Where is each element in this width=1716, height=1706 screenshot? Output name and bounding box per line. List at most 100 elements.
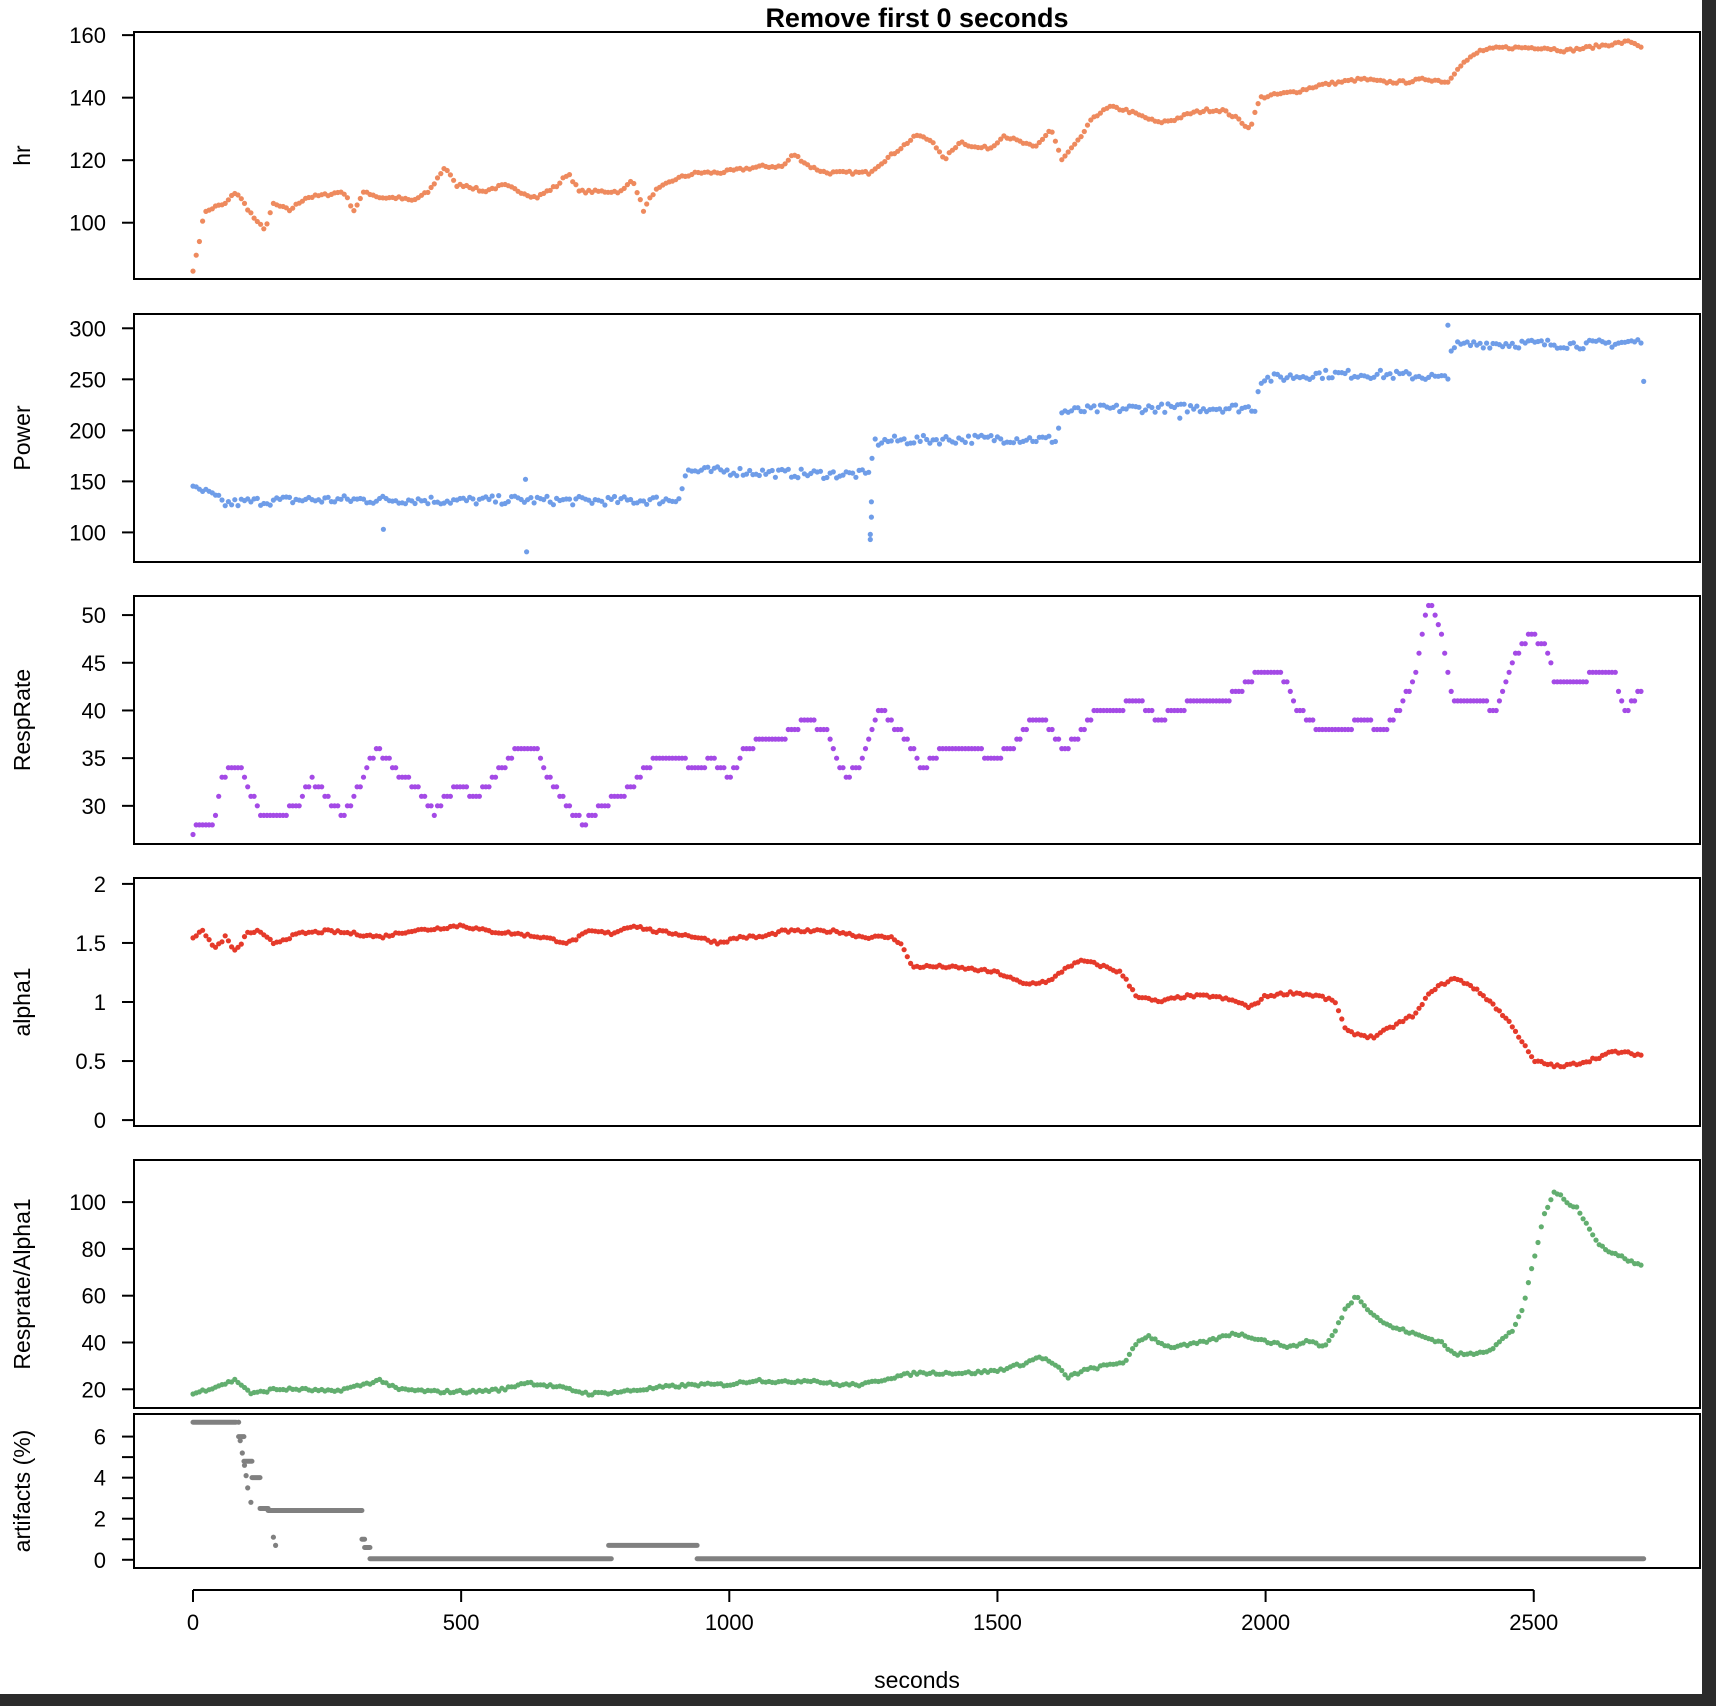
data-point	[962, 439, 968, 445]
panel-5: 20 40 60 80 100 Resprate/Alpha1	[9, 1159, 1701, 1409]
data-point	[219, 497, 225, 503]
data-point	[936, 441, 943, 447]
data-point	[1512, 1028, 1519, 1034]
data-point	[554, 784, 560, 790]
data-point	[1258, 996, 1264, 1002]
x-tick-label: 0	[187, 1610, 199, 1635]
data-point	[1516, 345, 1522, 351]
data-point	[254, 803, 260, 809]
data-point	[1184, 409, 1190, 415]
data-point	[1413, 669, 1419, 675]
data-point	[1049, 726, 1055, 733]
data-point	[1503, 1015, 1509, 1021]
data-point	[486, 784, 492, 790]
y-tick-label: 250	[69, 367, 106, 392]
data-point	[1519, 1039, 1525, 1045]
data-point	[1506, 343, 1512, 349]
data-point	[1442, 1342, 1448, 1349]
y-tick-label: 200	[69, 418, 106, 443]
data-point	[1023, 726, 1029, 733]
data-point	[573, 182, 579, 188]
data-point	[920, 432, 927, 439]
data-point	[216, 793, 222, 799]
data-point	[306, 784, 312, 790]
data-point	[1081, 128, 1087, 135]
data-point	[338, 496, 344, 502]
data-point	[1033, 438, 1039, 445]
data-point	[737, 465, 743, 472]
data-point	[811, 717, 817, 723]
data-point	[422, 793, 428, 799]
data-point	[830, 469, 836, 475]
data-point	[1033, 143, 1039, 149]
data-point	[393, 765, 399, 771]
data-point	[360, 496, 367, 502]
data-point	[872, 717, 878, 723]
y-tick-label: 100	[69, 211, 106, 236]
data-point	[1445, 376, 1451, 382]
data-point	[621, 185, 627, 191]
data-point	[1474, 986, 1480, 992]
data-point	[1509, 1328, 1515, 1334]
y-tick-label: 35	[82, 746, 106, 771]
data-point	[965, 433, 972, 439]
data-point	[1059, 1367, 1065, 1374]
data-point	[1155, 404, 1161, 410]
data-point	[1290, 698, 1297, 704]
data-point	[1059, 157, 1065, 163]
y-tick-label: 300	[69, 316, 106, 341]
data-point	[1245, 125, 1251, 131]
data-point	[1448, 688, 1454, 695]
data-point	[412, 500, 418, 507]
data-point	[232, 497, 238, 503]
data-point	[212, 944, 219, 950]
data-point	[1516, 650, 1522, 656]
data-point	[1226, 698, 1232, 704]
data-point	[1538, 338, 1544, 344]
data-point	[1181, 707, 1187, 714]
data-point	[225, 499, 231, 505]
data-point	[1049, 976, 1055, 983]
data-point	[299, 793, 305, 799]
data-point	[994, 969, 1001, 975]
data-point	[1059, 969, 1065, 975]
outlier-point	[867, 531, 873, 538]
data-point	[1117, 968, 1123, 974]
data-point	[599, 498, 605, 504]
data-point	[1545, 650, 1551, 656]
artifact-point	[273, 1542, 279, 1548]
data-point	[370, 755, 376, 761]
data-point	[541, 765, 547, 771]
data-point	[708, 468, 714, 475]
data-point	[357, 784, 363, 790]
y-tick-label: 100	[69, 1190, 106, 1215]
series-4	[190, 922, 1644, 1070]
data-point	[1406, 688, 1412, 695]
data-point	[1381, 375, 1387, 381]
data-point	[1017, 736, 1023, 742]
data-point	[1516, 1034, 1522, 1040]
data-point	[463, 498, 470, 504]
data-point	[640, 208, 647, 214]
data-point	[914, 434, 920, 440]
data-point	[869, 455, 875, 461]
data-point	[332, 499, 338, 505]
data-point	[840, 765, 846, 771]
data-point	[911, 746, 917, 752]
data-point	[415, 784, 421, 790]
data-point	[1181, 401, 1187, 407]
data-point	[1570, 340, 1576, 346]
data-point	[1056, 425, 1062, 431]
data-point	[650, 192, 656, 198]
data-point	[1561, 1196, 1567, 1202]
data-point	[1236, 116, 1242, 122]
data-point	[1522, 1295, 1528, 1301]
data-point	[1506, 1018, 1512, 1024]
data-point	[904, 140, 910, 146]
data-point	[1374, 371, 1380, 377]
data-point	[1496, 698, 1502, 704]
data-point	[917, 438, 923, 444]
y-tick-label: 1.5	[75, 931, 106, 956]
data-point	[1438, 1339, 1445, 1345]
